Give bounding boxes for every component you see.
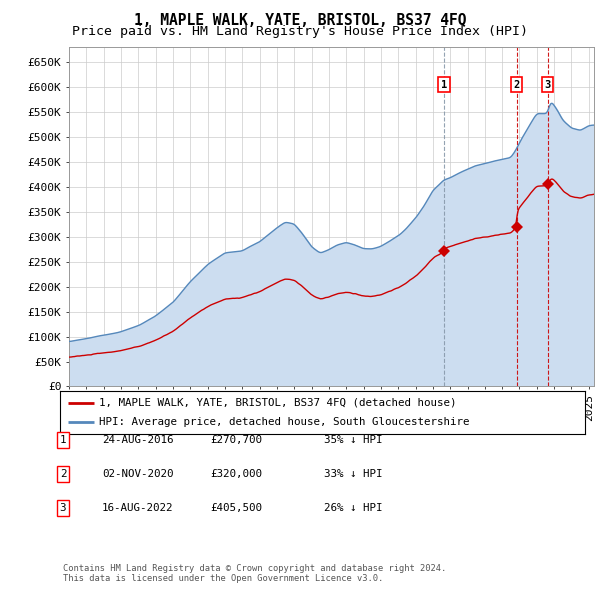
Text: 3: 3 bbox=[60, 503, 66, 513]
Text: 2: 2 bbox=[60, 469, 66, 478]
Text: HPI: Average price, detached house, South Gloucestershire: HPI: Average price, detached house, Sout… bbox=[100, 417, 470, 427]
Text: 24-AUG-2016: 24-AUG-2016 bbox=[102, 435, 173, 444]
Text: 26% ↓ HPI: 26% ↓ HPI bbox=[324, 503, 383, 513]
Text: 1: 1 bbox=[441, 80, 447, 90]
Text: 1: 1 bbox=[60, 435, 66, 444]
Text: £405,500: £405,500 bbox=[210, 503, 262, 513]
Text: £270,700: £270,700 bbox=[210, 435, 262, 444]
Text: 02-NOV-2020: 02-NOV-2020 bbox=[102, 469, 173, 478]
Text: 33% ↓ HPI: 33% ↓ HPI bbox=[324, 469, 383, 478]
Text: 1, MAPLE WALK, YATE, BRISTOL, BS37 4FQ (detached house): 1, MAPLE WALK, YATE, BRISTOL, BS37 4FQ (… bbox=[100, 398, 457, 408]
Text: 35% ↓ HPI: 35% ↓ HPI bbox=[324, 435, 383, 444]
Text: 16-AUG-2022: 16-AUG-2022 bbox=[102, 503, 173, 513]
Text: £320,000: £320,000 bbox=[210, 469, 262, 478]
Text: 1, MAPLE WALK, YATE, BRISTOL, BS37 4FQ: 1, MAPLE WALK, YATE, BRISTOL, BS37 4FQ bbox=[134, 13, 466, 28]
Text: Price paid vs. HM Land Registry's House Price Index (HPI): Price paid vs. HM Land Registry's House … bbox=[72, 25, 528, 38]
Text: Contains HM Land Registry data © Crown copyright and database right 2024.
This d: Contains HM Land Registry data © Crown c… bbox=[63, 563, 446, 583]
Text: 3: 3 bbox=[544, 80, 551, 90]
Text: 2: 2 bbox=[514, 80, 520, 90]
